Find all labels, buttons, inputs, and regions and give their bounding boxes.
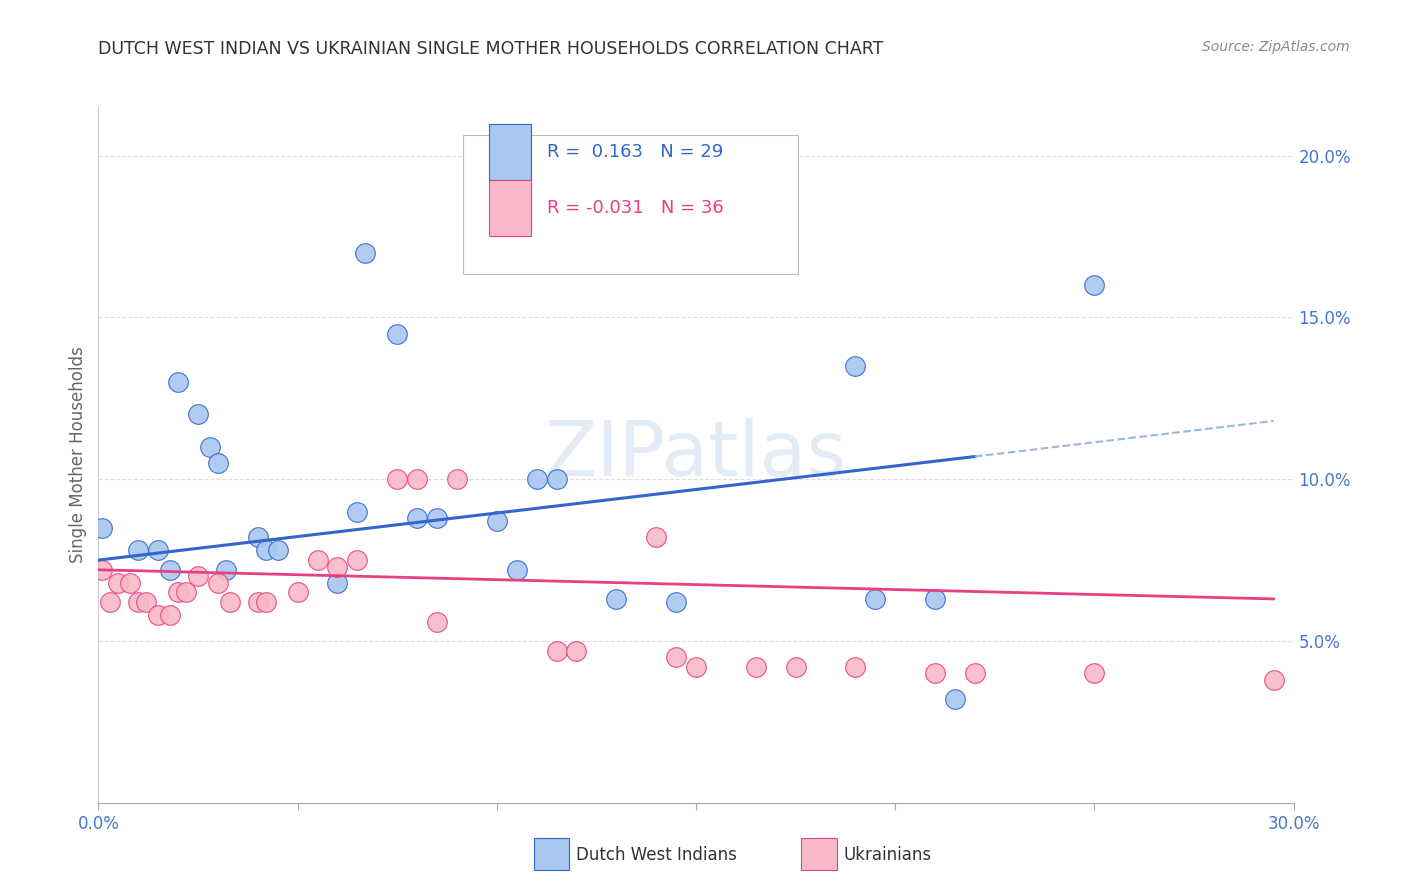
Point [1263, 673, 1285, 687]
Point [167, 585, 190, 599]
Point [485, 514, 508, 528]
Point [246, 595, 269, 609]
Point [219, 595, 242, 609]
Text: R =  0.163   N = 29: R = 0.163 N = 29 [547, 144, 723, 161]
Point [246, 531, 269, 545]
Point [645, 531, 668, 545]
Point [307, 553, 329, 567]
Point [207, 575, 229, 590]
Point [385, 326, 409, 341]
Point [665, 650, 688, 665]
Text: R = -0.031   N = 36: R = -0.031 N = 36 [547, 199, 723, 217]
Point [406, 472, 429, 486]
Text: ZIPatlas: ZIPatlas [544, 418, 848, 491]
Point [526, 472, 548, 486]
Point [745, 660, 768, 674]
Point [198, 440, 221, 454]
Point [167, 375, 190, 389]
Point [267, 543, 290, 558]
Point [943, 692, 966, 706]
Y-axis label: Single Mother Households: Single Mother Households [69, 347, 87, 563]
Point [924, 591, 946, 606]
Point [605, 229, 627, 244]
Point [963, 666, 986, 681]
Text: Dutch West Indians: Dutch West Indians [576, 846, 737, 863]
Point [844, 660, 866, 674]
Point [135, 595, 157, 609]
Point [127, 543, 149, 558]
Point [346, 553, 368, 567]
Point [187, 408, 209, 422]
Point [446, 472, 468, 486]
Point [127, 595, 149, 609]
Point [254, 543, 277, 558]
Point [844, 359, 866, 373]
Point [1083, 666, 1105, 681]
Point [863, 591, 887, 606]
Point [148, 608, 170, 623]
Point [100, 595, 122, 609]
Point [207, 456, 229, 470]
Point [565, 643, 588, 657]
Point [426, 615, 449, 629]
Text: Ukrainians: Ukrainians [844, 846, 932, 863]
Point [215, 563, 238, 577]
Point [174, 585, 197, 599]
Point [685, 660, 707, 674]
Point [326, 559, 349, 574]
FancyBboxPatch shape [489, 180, 531, 235]
Point [406, 511, 429, 525]
Point [91, 563, 114, 577]
Point [665, 595, 688, 609]
Text: DUTCH WEST INDIAN VS UKRAINIAN SINGLE MOTHER HOUSEHOLDS CORRELATION CHART: DUTCH WEST INDIAN VS UKRAINIAN SINGLE MO… [98, 40, 884, 58]
Point [785, 660, 807, 674]
Point [287, 585, 309, 599]
Point [107, 575, 129, 590]
Point [346, 504, 368, 518]
FancyBboxPatch shape [489, 125, 531, 180]
Point [354, 245, 377, 260]
Point [1083, 278, 1105, 293]
Point [159, 608, 181, 623]
Point [924, 666, 946, 681]
Point [91, 521, 114, 535]
Point [506, 563, 529, 577]
FancyBboxPatch shape [463, 135, 797, 274]
Point [254, 595, 277, 609]
Point [187, 569, 209, 583]
Point [326, 575, 349, 590]
Point [159, 563, 181, 577]
Point [148, 543, 170, 558]
Point [546, 472, 568, 486]
Point [605, 591, 627, 606]
Point [546, 643, 568, 657]
Text: Source: ZipAtlas.com: Source: ZipAtlas.com [1202, 40, 1350, 54]
Point [426, 511, 449, 525]
Point [120, 575, 142, 590]
Point [385, 472, 409, 486]
